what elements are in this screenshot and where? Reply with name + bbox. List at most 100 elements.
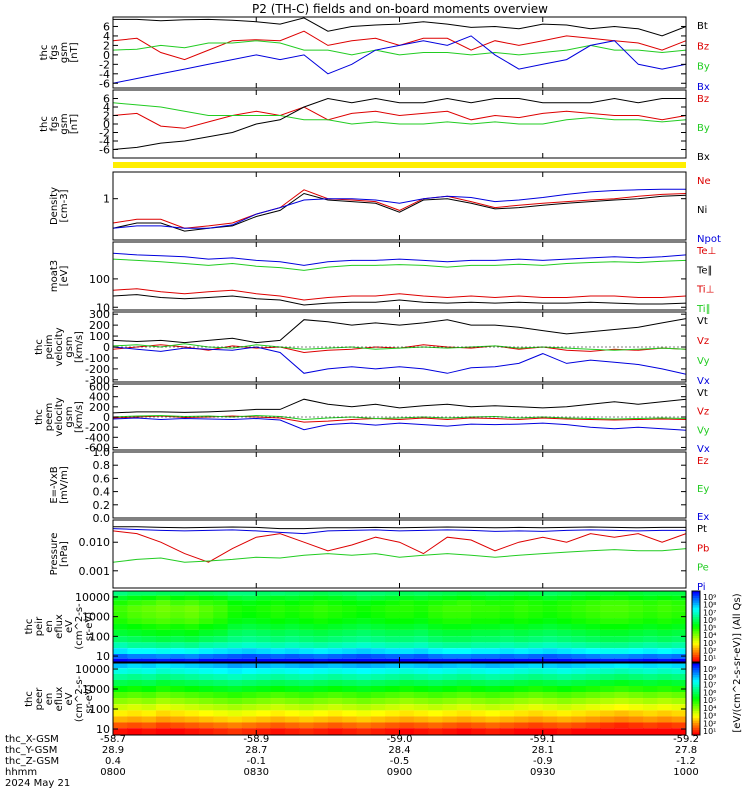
heat-cell (342, 686, 358, 693)
heat-cell (499, 623, 515, 630)
colorbar-segment (692, 640, 700, 644)
heat-cell (342, 618, 358, 624)
legend-Ti∥: Ti∥ (696, 304, 711, 315)
heat-cell (542, 668, 558, 674)
y-axis-label: eflux (54, 687, 65, 712)
heat-cell (413, 636, 429, 643)
heat-cell (413, 663, 429, 669)
y-axis-label: en (44, 620, 55, 633)
heat-cell (671, 654, 687, 659)
heat-cell (327, 663, 343, 669)
heat-cell (342, 658, 358, 662)
heat-cell (113, 673, 128, 680)
heat-cell (270, 654, 286, 659)
colorbar-segment (692, 633, 700, 637)
heat-cell (241, 600, 257, 606)
heat-cell (327, 605, 343, 612)
heat-cell (170, 611, 186, 619)
y-tick-label: 4 (103, 30, 110, 43)
colorbar-segment (692, 687, 700, 690)
heat-cell (671, 591, 687, 596)
colorbar-segment (692, 701, 700, 705)
heat-cell (256, 591, 272, 596)
y-tick-label: -200 (85, 421, 110, 434)
heat-cell (213, 591, 229, 596)
heat-cell (227, 648, 243, 654)
heat-cell (270, 636, 286, 643)
heat-cell (614, 618, 630, 624)
colorbar-segment (692, 645, 700, 649)
heat-cell (127, 618, 143, 624)
heat-cell (643, 722, 658, 729)
heat-cell (356, 595, 372, 601)
heat-cell (485, 605, 501, 612)
heat-cell (485, 686, 501, 693)
heat-cell (213, 654, 229, 659)
heat-cell (585, 686, 601, 693)
heat-cell (241, 692, 257, 699)
heat-cell (270, 679, 286, 686)
y-axis-label: gsm (59, 113, 70, 134)
heat-cell (184, 629, 200, 637)
heat-cell (413, 642, 429, 649)
heat-cell (600, 618, 615, 624)
heat-cell (571, 600, 587, 606)
heat-cell (514, 629, 529, 637)
heat-cell (313, 716, 329, 723)
legend-Bz: Bz (697, 41, 709, 52)
heat-cell (399, 710, 415, 717)
heat-cell (456, 728, 472, 735)
heat-cell (356, 636, 372, 643)
heat-cell (456, 595, 472, 601)
heat-cell (213, 611, 229, 619)
heat-cell (241, 704, 257, 711)
heat-cell (385, 654, 400, 659)
heat-cell (127, 663, 143, 669)
x-row-label: thc_X-GSM (5, 734, 59, 745)
heat-cell (542, 623, 558, 630)
heat-cell (585, 679, 601, 686)
heat-cell (256, 668, 272, 674)
heat-cell (399, 648, 415, 654)
heat-cell (413, 728, 429, 735)
heat-cell (499, 722, 515, 729)
heat-cell (643, 668, 658, 674)
heat-cell (557, 642, 572, 649)
heat-cell (213, 698, 229, 705)
heat-cell (141, 600, 157, 606)
heat-cell (600, 698, 615, 705)
colorbar-segment (692, 718, 700, 722)
heat-cell (227, 692, 243, 699)
series-Pb (112, 530, 687, 563)
heat-cell (585, 605, 601, 612)
y-tick-label: 200 (89, 319, 110, 332)
y-axis-label: en (44, 693, 55, 706)
heat-cell (657, 686, 673, 693)
heat-cell (614, 658, 630, 662)
heat-cell (141, 654, 157, 659)
heat-cell (313, 663, 329, 669)
heat-cell (155, 710, 171, 717)
heat-cell (270, 668, 286, 674)
heat-cell (499, 692, 515, 699)
heat-cell (628, 658, 644, 662)
heat-cell (227, 673, 243, 680)
heat-cell (184, 658, 200, 662)
heat-cell (471, 704, 486, 711)
heat-cell (141, 636, 157, 643)
heat-cell (571, 716, 587, 723)
heat-cell (571, 611, 587, 619)
heat-cell (385, 663, 400, 669)
heat-cell (356, 654, 372, 659)
heat-cell (671, 704, 687, 711)
heat-cell (141, 686, 157, 693)
heat-cell (127, 648, 143, 654)
y-axis-label: gsm (59, 42, 70, 63)
colorbar-label: 10² (703, 646, 716, 655)
colorbar-frame (691, 662, 701, 736)
heat-cell (141, 623, 157, 630)
y-axis-label: fgs (49, 45, 60, 60)
heat-cell (327, 595, 343, 601)
heat-cell (241, 658, 257, 662)
